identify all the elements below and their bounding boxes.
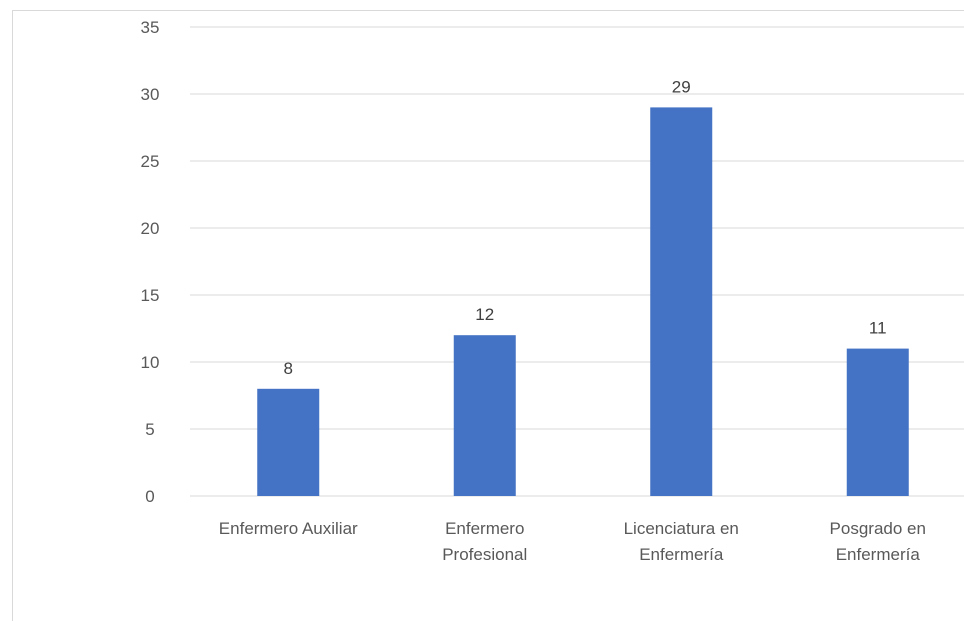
y-tick-label: 5 [145, 420, 154, 439]
data-label: 29 [672, 77, 691, 96]
bar [846, 348, 909, 496]
y-tick-label: 0 [145, 487, 154, 506]
category-label: Enfermero [445, 519, 524, 538]
y-tick-label: 35 [141, 18, 160, 37]
data-label: 8 [284, 359, 293, 378]
y-tick-label: 20 [141, 219, 160, 238]
bars [257, 107, 909, 497]
bar [257, 388, 320, 496]
data-label: 11 [869, 319, 887, 338]
category-label: Posgrado en [830, 519, 926, 538]
gridlines [190, 26, 964, 497]
y-tick-label: 15 [141, 286, 160, 305]
data-label: 12 [475, 305, 494, 324]
category-label: Licenciatura en [624, 519, 739, 538]
x-axis-categories: Enfermero Auxiliar Enfermero Profesional Li… [219, 519, 926, 564]
y-axis-ticks: 0 5 10 15 20 25 30 35 [141, 18, 160, 506]
bar [650, 107, 713, 497]
y-tick-label: 25 [141, 152, 160, 171]
category-label: Profesional [442, 545, 527, 564]
category-label: Enfermería [639, 545, 724, 564]
data-labels: 8 12 29 11 [284, 77, 887, 377]
y-tick-label: 10 [141, 353, 160, 372]
y-tick-label: 30 [141, 85, 160, 104]
category-label: Enfermero Auxiliar [219, 519, 358, 538]
bar [453, 335, 516, 496]
chart-frame [12, 10, 964, 621]
category-label: Enfermería [836, 545, 921, 564]
